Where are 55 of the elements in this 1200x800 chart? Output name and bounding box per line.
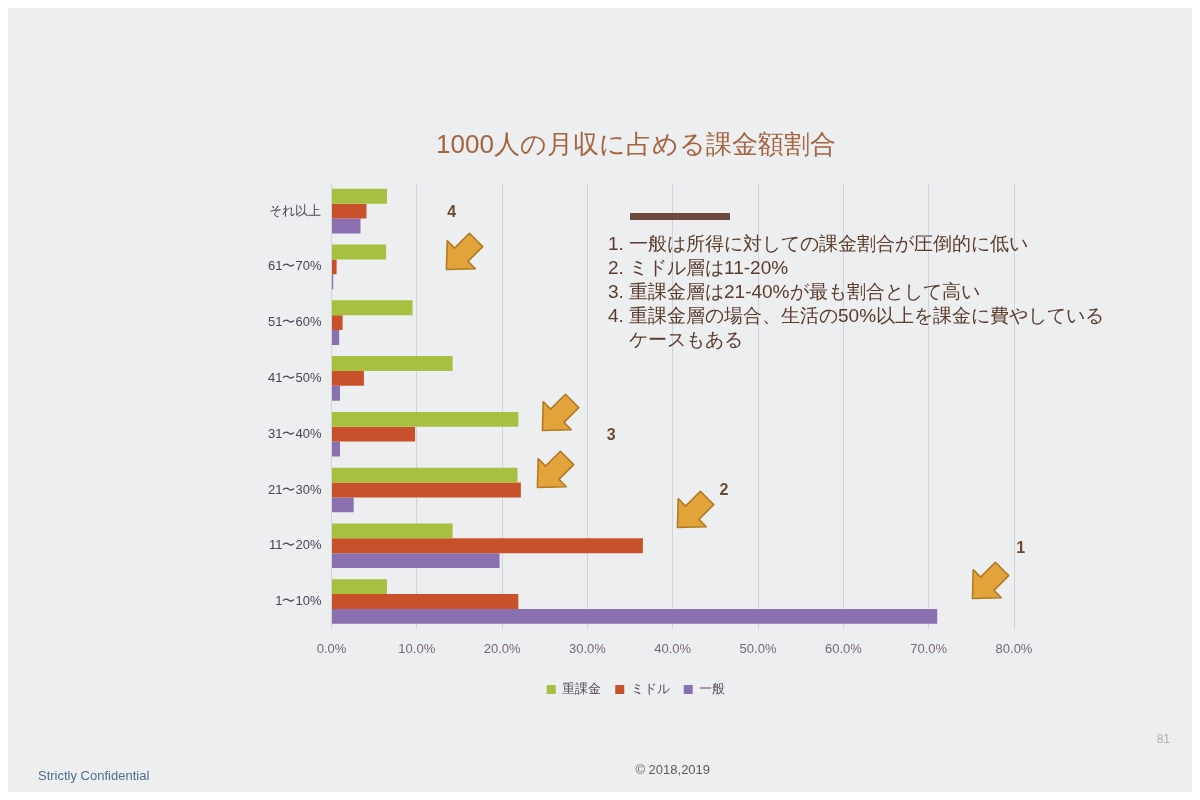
- text: 81: [1156, 732, 1171, 747]
- bar: [331, 441, 341, 457]
- y-tick-label: 1〜10%: [275, 593, 322, 609]
- bar: [331, 594, 519, 609]
- bar: [331, 579, 387, 595]
- annotation: 2: [719, 481, 729, 499]
- x-tick-label: 0.0%: [316, 640, 347, 656]
- bar: [331, 370, 364, 386]
- x-tick-label: 10.0%: [398, 640, 436, 656]
- bar: [331, 411, 519, 427]
- x-tick-label: 60.0%: [824, 640, 863, 656]
- x-tick-label: 30.0%: [568, 640, 607, 656]
- bar: [331, 188, 387, 204]
- y-tick-label: それ以上: [269, 202, 322, 218]
- x-tick-label: 20.0%: [483, 640, 521, 656]
- bar: [331, 385, 341, 401]
- annotation: 3. 重課金層は21-40%が最も割合として高い: [607, 281, 980, 303]
- x-tick-label: 80.0%: [995, 640, 1033, 656]
- x-tick-label: 40.0%: [654, 640, 692, 656]
- bar: [331, 426, 416, 442]
- legend-label: 一般: [699, 681, 726, 697]
- legend-label: 重課金: [562, 681, 602, 697]
- bar: [331, 497, 354, 513]
- chart-title: 1000人の月収に占める課金額割合: [436, 128, 836, 159]
- y-tick-label: 41〜50%: [267, 369, 322, 385]
- annotation: 4: [447, 202, 457, 220]
- bar: [331, 482, 521, 498]
- legend-label: ミドル: [630, 681, 670, 697]
- bar: [331, 330, 340, 345]
- y-tick-label: 31〜40%: [267, 425, 322, 441]
- x-tick-label: 70.0%: [910, 640, 948, 656]
- x-tick-label: 50.0%: [739, 640, 777, 656]
- bar: [331, 538, 643, 554]
- y-tick-label: 51〜60%: [267, 314, 322, 330]
- bar: [331, 203, 367, 219]
- bar: [331, 244, 387, 260]
- text: © 2018,2019: [635, 761, 711, 777]
- annotation: 4. 重課金層の場合、生活の50%以上を課金に費やしているケースもある: [607, 305, 1105, 351]
- annotation: 2. ミドル層は11-20%: [607, 257, 789, 279]
- bar: [331, 467, 518, 483]
- text: 1: [1016, 539, 1026, 557]
- bar: [331, 259, 337, 275]
- bar: [331, 218, 361, 234]
- bar: [331, 315, 343, 331]
- annotation: 3: [606, 426, 616, 444]
- bar: [331, 300, 413, 316]
- bar: [331, 356, 453, 371]
- bar: [331, 608, 938, 624]
- annotation: 1. 一般は所得に対しての課金割合が圧倒的に低い: [607, 233, 1029, 255]
- bar: [331, 523, 453, 539]
- text: Strictly Confidential: [38, 767, 150, 783]
- y-tick-label: 21〜30%: [267, 481, 322, 497]
- y-tick-label: 11〜20%: [268, 537, 322, 553]
- bar: [331, 553, 500, 569]
- y-tick-label: 61〜70%: [267, 258, 322, 274]
